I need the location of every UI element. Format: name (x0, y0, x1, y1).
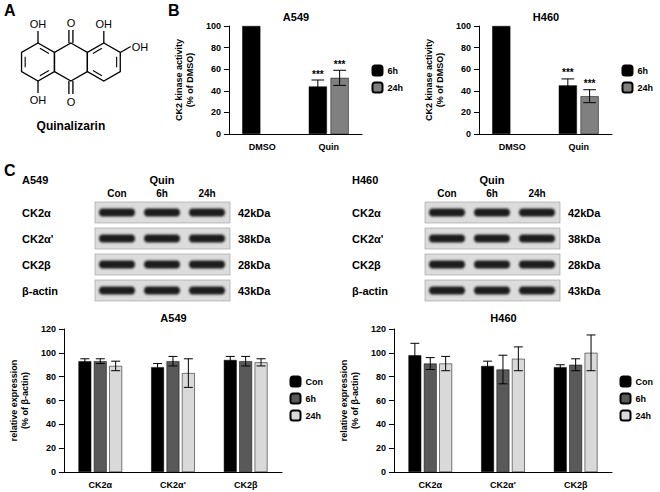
svg-text:Con: Con (437, 188, 456, 199)
svg-text:(% of β-actin): (% of β-actin) (20, 372, 30, 429)
svg-text:relative expression: relative expression (339, 360, 349, 442)
svg-text:CK2α': CK2α' (490, 480, 516, 490)
svg-text:CK2α': CK2α' (160, 480, 186, 490)
svg-text:A549: A549 (283, 11, 309, 23)
svg-text:6h: 6h (387, 66, 398, 76)
svg-text:24h: 24h (636, 411, 652, 421)
svg-text:***: *** (334, 59, 346, 70)
svg-text:43kDa: 43kDa (568, 285, 601, 297)
svg-text:OH: OH (96, 18, 113, 30)
svg-text:H460: H460 (533, 11, 559, 23)
svg-text:***: *** (584, 78, 596, 89)
svg-text:A549: A549 (160, 312, 186, 324)
svg-text:6h: 6h (637, 66, 648, 76)
svg-text:20: 20 (46, 443, 56, 453)
svg-text:Quin: Quin (479, 174, 504, 186)
svg-text:80: 80 (211, 43, 221, 53)
svg-text:***: *** (562, 67, 574, 78)
svg-text:28kDa: 28kDa (568, 259, 601, 271)
svg-text:β-actin: β-actin (22, 285, 58, 297)
svg-text:CK2α: CK2α (418, 480, 442, 490)
svg-text:A549: A549 (22, 174, 48, 186)
svg-text:6h: 6h (636, 394, 647, 404)
svg-text:Con: Con (636, 377, 654, 387)
svg-text:6h: 6h (306, 394, 317, 404)
svg-text:CK2α': CK2α' (352, 233, 384, 245)
svg-text:DMSO: DMSO (499, 142, 526, 152)
svg-text:Quin: Quin (568, 142, 589, 152)
svg-text:43kDa: 43kDa (238, 285, 271, 297)
svg-text:24h: 24h (528, 188, 545, 199)
svg-text:60: 60 (211, 64, 221, 74)
svg-text:Quin: Quin (318, 142, 339, 152)
svg-text:CK2α: CK2α (22, 207, 51, 219)
svg-text:(% of DMSO): (% of DMSO) (435, 53, 445, 108)
svg-text:6h: 6h (156, 188, 168, 199)
svg-text:120: 120 (371, 324, 386, 334)
svg-text:OH: OH (30, 94, 47, 106)
svg-text:38kDa: 38kDa (568, 233, 601, 245)
svg-text:CK2α: CK2α (352, 207, 381, 219)
svg-text:100: 100 (456, 21, 471, 31)
svg-text:OH: OH (30, 18, 47, 30)
svg-text:20: 20 (376, 443, 386, 453)
svg-text:β-actin: β-actin (352, 285, 388, 297)
svg-text:CK2α: CK2α (88, 480, 112, 490)
svg-text:CK2β: CK2β (352, 259, 381, 271)
svg-text:80: 80 (46, 372, 56, 382)
svg-text:CK2β: CK2β (564, 480, 588, 490)
svg-text:0: 0 (216, 129, 221, 139)
svg-text:DMSO: DMSO (249, 142, 276, 152)
svg-text:O: O (67, 96, 76, 108)
svg-text:Quinalizarin: Quinalizarin (37, 119, 106, 133)
svg-text:0: 0 (51, 467, 56, 477)
svg-text:40: 40 (46, 419, 56, 429)
svg-text:O: O (67, 17, 76, 29)
svg-text:CK2 kinase activity: CK2 kinase activity (174, 39, 184, 121)
svg-text:(% of β-actin): (% of β-actin) (350, 372, 360, 429)
svg-text:80: 80 (461, 43, 471, 53)
svg-text:***: *** (312, 69, 324, 80)
svg-text:60: 60 (461, 64, 471, 74)
svg-text:OH: OH (132, 41, 149, 53)
svg-text:CK2 kinase activity: CK2 kinase activity (424, 39, 434, 121)
svg-text:B: B (168, 2, 180, 19)
svg-text:Con: Con (107, 188, 126, 199)
svg-text:40: 40 (461, 86, 471, 96)
svg-text:60: 60 (46, 396, 56, 406)
svg-text:80: 80 (376, 372, 386, 382)
svg-text:100: 100 (371, 348, 386, 358)
svg-text:Con: Con (306, 377, 324, 387)
svg-text:24h: 24h (306, 411, 322, 421)
svg-text:24h: 24h (637, 83, 653, 93)
svg-text:28kDa: 28kDa (238, 259, 271, 271)
svg-text:40: 40 (376, 419, 386, 429)
svg-text:H460: H460 (490, 312, 516, 324)
svg-text:42kDa: 42kDa (238, 207, 271, 219)
svg-text:100: 100 (41, 348, 56, 358)
svg-text:relative expression: relative expression (9, 360, 19, 442)
svg-text:60: 60 (376, 396, 386, 406)
svg-text:120: 120 (41, 324, 56, 334)
svg-text:42kDa: 42kDa (568, 207, 601, 219)
svg-text:CK2β: CK2β (234, 480, 258, 490)
svg-text:24h: 24h (198, 188, 215, 199)
svg-text:Quin: Quin (149, 174, 174, 186)
svg-text:20: 20 (461, 107, 471, 117)
svg-text:0: 0 (466, 129, 471, 139)
svg-text:CK2α': CK2α' (22, 233, 54, 245)
svg-text:H460: H460 (352, 174, 378, 186)
svg-text:24h: 24h (387, 83, 403, 93)
svg-text:(% of DMSO): (% of DMSO) (185, 53, 195, 108)
svg-text:20: 20 (211, 107, 221, 117)
svg-text:0: 0 (381, 467, 386, 477)
svg-text:C: C (4, 162, 16, 179)
svg-text:100: 100 (206, 21, 221, 31)
svg-text:CK2β: CK2β (22, 259, 51, 271)
svg-text:A: A (4, 2, 16, 19)
svg-text:6h: 6h (486, 188, 498, 199)
svg-text:38kDa: 38kDa (238, 233, 271, 245)
svg-text:40: 40 (211, 86, 221, 96)
